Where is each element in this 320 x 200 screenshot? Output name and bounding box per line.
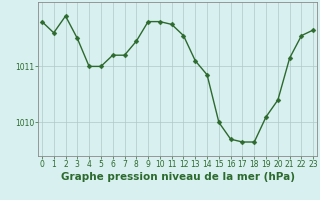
- X-axis label: Graphe pression niveau de la mer (hPa): Graphe pression niveau de la mer (hPa): [60, 172, 295, 182]
